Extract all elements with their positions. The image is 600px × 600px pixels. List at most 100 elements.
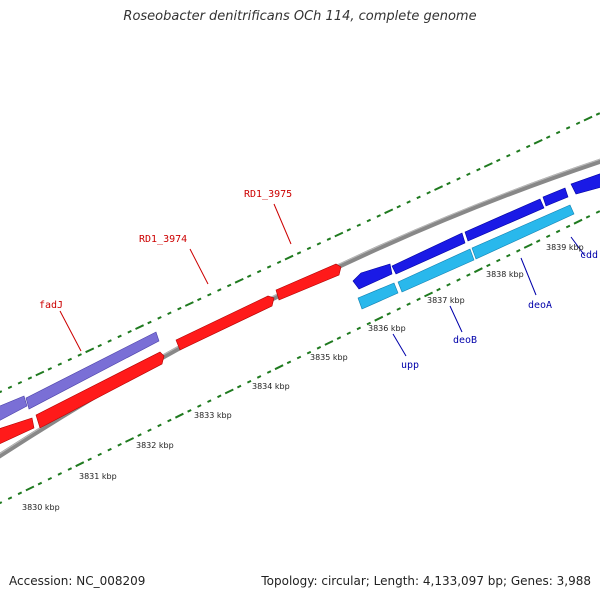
deoA-leader (520, 257, 537, 296)
gc-tick (157, 423, 162, 428)
gc-tick (137, 433, 142, 437)
gc-tick (384, 208, 394, 215)
gc-tick (117, 443, 122, 447)
deoB-label: deoB (453, 335, 477, 346)
gc-tick (236, 384, 242, 389)
gc-tick (496, 158, 501, 163)
cyan-gene-2[interactable] (397, 248, 475, 293)
gc-tick (135, 324, 145, 330)
gc-tick (545, 135, 551, 139)
fadJ-label: fadJ (39, 300, 63, 311)
gc-tick (346, 331, 352, 336)
gc-tick (174, 412, 184, 419)
gc-tick (167, 311, 172, 316)
gc-tick (234, 277, 244, 284)
gc-tick (583, 115, 593, 122)
gc-tick (177, 306, 182, 311)
gc-tick (565, 224, 571, 229)
gc-tick (47, 367, 53, 371)
gc-tick (356, 223, 362, 227)
scale-label: 3831 kbp (79, 472, 117, 481)
gc-tick (585, 215, 591, 219)
gc-tick (7, 496, 13, 500)
gc-tick (266, 265, 272, 269)
forward-gene-long[interactable] (35, 351, 165, 429)
gc-tick (207, 399, 212, 403)
gc-tick (374, 315, 384, 322)
gc-tick (573, 218, 583, 225)
scale-label: 3835 kbp (310, 353, 348, 362)
gc-tick (276, 260, 282, 265)
gc-tick (167, 418, 172, 423)
reverse-gene-right-edge[interactable] (570, 172, 600, 195)
gc-tick (217, 288, 222, 292)
gc-tick (466, 273, 471, 277)
forward-gene-left-edge[interactable] (0, 417, 35, 446)
gc-tick (406, 302, 411, 306)
RD1_3974-leader (189, 248, 209, 285)
gc-tick (416, 195, 421, 200)
gc-tick (316, 241, 322, 246)
fadJ-leader (59, 310, 82, 352)
gc-tick (376, 214, 381, 218)
gc-tick (533, 138, 543, 145)
deoB-leader (449, 305, 463, 333)
gc-tick (396, 307, 401, 311)
gc-tick (523, 243, 533, 249)
gc-tick (496, 258, 501, 263)
gc-tick (473, 267, 483, 274)
gc-tick (456, 278, 461, 282)
gc-tick (107, 447, 112, 452)
gc-tick (117, 334, 122, 339)
gc-tick (535, 239, 541, 243)
gc-tick (306, 246, 312, 251)
gc-tick (7, 385, 13, 390)
gc-tick (157, 316, 162, 320)
fadJ-gene[interactable] (25, 331, 160, 410)
scale-label: 3839 kbp (546, 243, 584, 252)
scale-label: 3838 kbp (486, 270, 524, 279)
gc-tick (456, 177, 461, 181)
scale-label: 3830 kbp (22, 503, 60, 512)
gc-tick (506, 253, 511, 258)
deoA-gene[interactable] (464, 198, 545, 242)
gc-tick (17, 380, 23, 385)
gc-tick (125, 437, 135, 443)
upp-leader (392, 333, 407, 357)
gc-tick (555, 229, 561, 234)
gc-tick (246, 274, 252, 278)
gc-tick (246, 379, 252, 384)
genome-backbone-highlight (0, 158, 600, 455)
gc-tick (486, 263, 491, 268)
inner-gc-ticks (0, 210, 600, 505)
gc-tick (207, 292, 212, 297)
RD1_3975-gene[interactable] (275, 263, 342, 301)
gc-tick (256, 375, 262, 379)
gc-tick (147, 428, 152, 433)
cdd-gene[interactable] (542, 187, 569, 207)
gc-tick (57, 362, 63, 366)
deoB-gene[interactable] (391, 232, 466, 275)
gc-tick (555, 130, 561, 135)
gc-tick (476, 167, 481, 172)
gc-tick (97, 343, 102, 348)
cyan-gene-3[interactable] (471, 204, 575, 260)
gc-tick (516, 249, 521, 253)
gc-tick (466, 172, 471, 177)
gc-tick (316, 346, 322, 350)
gc-tick (346, 228, 352, 232)
gc-tick (434, 185, 444, 191)
upp-gene[interactable] (352, 263, 393, 290)
gc-tick (77, 353, 82, 357)
genome-summary-text: Topology: circular; Length: 4,133,097 bp… (261, 574, 591, 588)
gc-tick (97, 452, 102, 457)
gc-tick (324, 340, 334, 346)
RD1_3974-gene[interactable] (175, 295, 275, 351)
deoA-label: deoA (528, 300, 552, 311)
outer-gc-ticks (0, 112, 600, 394)
cyan-gene-1[interactable] (357, 282, 399, 310)
gc-tick (197, 297, 202, 302)
scale-labels: 3830 kbp 3831 kbp 3832 kbp 3833 kbp 3834… (22, 243, 584, 512)
gc-tick (57, 472, 63, 476)
